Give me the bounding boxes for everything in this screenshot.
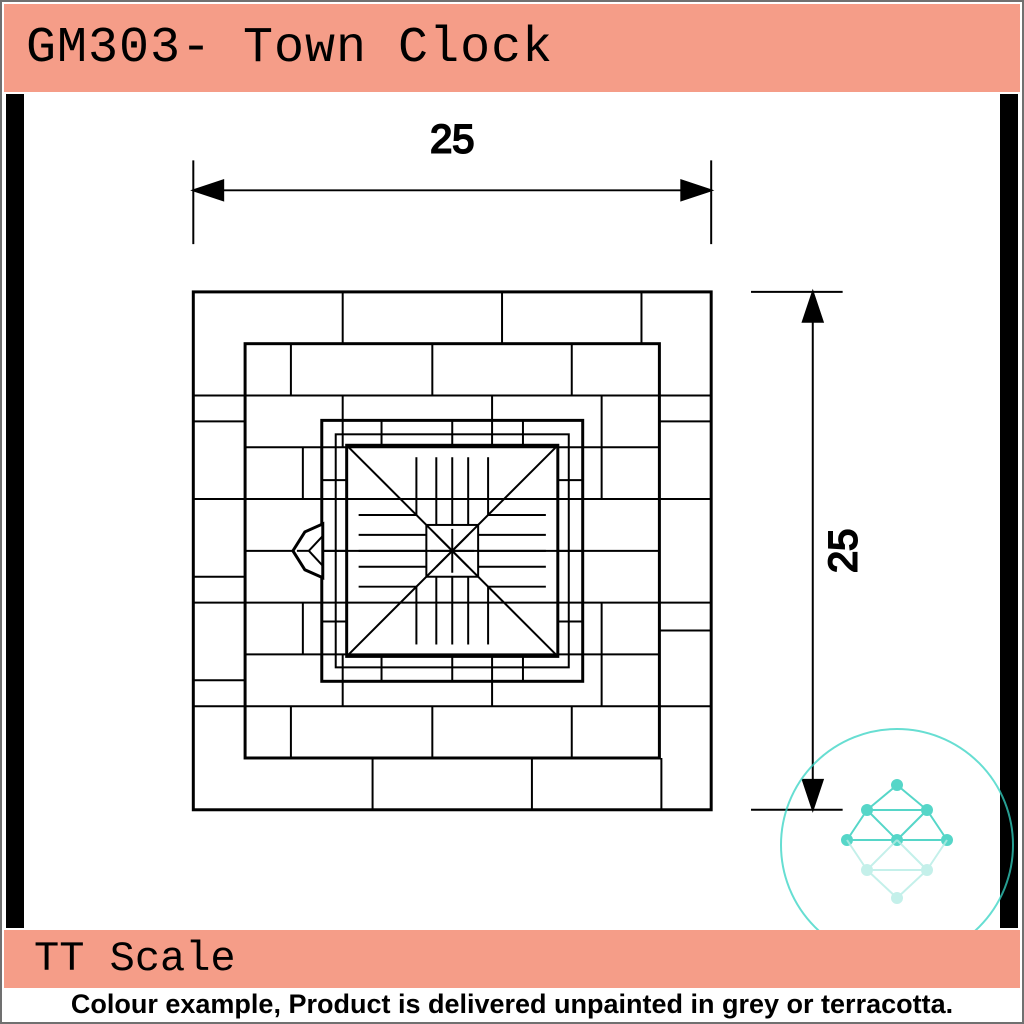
scale-bar: TT Scale xyxy=(4,930,1020,988)
scale-label: TT Scale xyxy=(34,935,236,983)
dimension-height-value: 25 xyxy=(822,529,866,573)
dimension-width: 25 xyxy=(193,117,711,244)
dimension-width-value: 25 xyxy=(430,117,474,161)
plan-view xyxy=(193,292,711,810)
product-title: GM303- Town Clock xyxy=(26,20,553,77)
dimension-height: 25 xyxy=(751,292,866,810)
disclaimer-text: Colour example, Product is delivered unp… xyxy=(71,989,953,1020)
product-card-frame: GM303- Town Clock 25 xyxy=(0,0,1024,1024)
title-bar: GM303- Town Clock xyxy=(4,4,1020,92)
brand-watermark: NT . BUILD . PAINT . REP xyxy=(780,728,1014,962)
left-black-margin xyxy=(6,94,24,928)
disclaimer-bar: Colour example, Product is delivered unp… xyxy=(4,988,1020,1020)
